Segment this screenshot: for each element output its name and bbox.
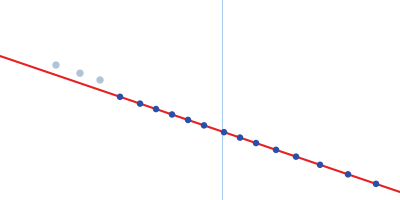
Point [137,102,143,105]
Point [53,63,59,67]
Point [253,141,259,145]
Point [293,155,299,158]
Point [273,148,279,151]
Point [237,136,243,139]
Point [185,118,191,122]
Point [201,124,207,127]
Point [317,163,323,166]
Point [77,72,83,75]
Point [117,95,123,98]
Point [221,131,227,134]
Point [345,173,351,176]
Point [373,182,379,185]
Point [153,107,159,111]
Point [97,78,103,82]
Point [169,113,175,116]
